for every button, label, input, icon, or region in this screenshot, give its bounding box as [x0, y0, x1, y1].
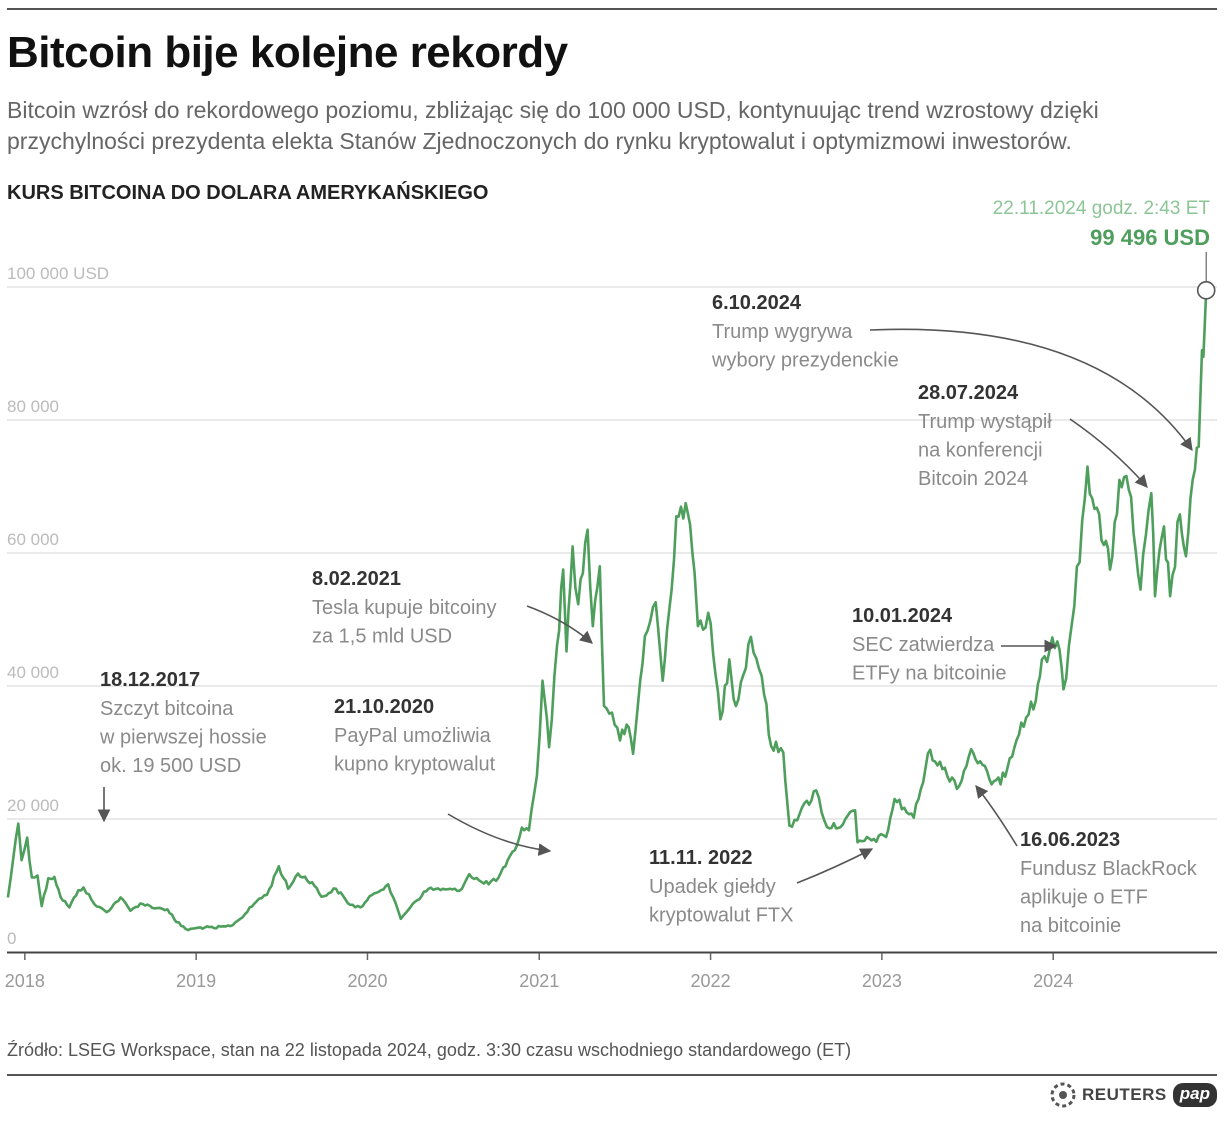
- annotation-text: Trump wygrywa: [712, 321, 853, 343]
- pap-logo: pap: [1172, 1083, 1217, 1107]
- x-tick-label: 2024: [1033, 971, 1073, 991]
- annotation-8022021: 8.02.2021 Tesla kupuje bitcoiny za 1,5 mld…: [312, 568, 497, 648]
- reuters-logo-icon: [1050, 1082, 1076, 1108]
- y-tick-label: 0: [7, 929, 16, 948]
- page-subtitle: Bitcoin wzrósł do rekordowego poziomu, z…: [7, 97, 1099, 154]
- annotation-11112022: 11.11. 2022 Upadek giełdy kryptowalut FTX: [649, 847, 793, 927]
- annotation-text: Fundusz BlackRock: [1020, 858, 1198, 880]
- annotation-text: na konferencji: [918, 440, 1043, 462]
- annotation-text: w pierwszej hossie: [99, 727, 267, 749]
- y-tick-label: 60 000: [7, 530, 59, 549]
- annotation-text: SEC zatwierdza: [852, 634, 995, 656]
- y-tick-label: 40 000: [7, 663, 59, 682]
- annotation-text: wybory prezydenckie: [711, 350, 899, 372]
- x-tick-label: 2018: [5, 971, 45, 991]
- latest-value-point: [1196, 281, 1216, 300]
- annotation-text: Szczyt bitcoina: [100, 698, 234, 720]
- x-tick-label: 2022: [691, 971, 731, 991]
- latest-value-label: 99 496 USD: [1090, 225, 1210, 250]
- reuters-wordmark: REUTERS: [1082, 1085, 1167, 1104]
- annotation-date: 28.07.2024: [918, 382, 1019, 404]
- annotation-text: za 1,5 mld USD: [312, 626, 452, 648]
- annotation-date: 16.06.2023: [1020, 829, 1120, 851]
- annotation-arrow: [526, 605, 593, 644]
- annotation-date: 21.10.2020: [334, 696, 434, 718]
- annotation-text: Tesla kupuje bitcoiny: [312, 597, 497, 619]
- annotation-text: kupno kryptowalut: [334, 754, 496, 776]
- annotation-28072024: 28.07.2024 Trump wystąpił na konferencji Bi…: [918, 382, 1052, 490]
- annotation-text: kryptowalut FTX: [649, 905, 793, 927]
- annotation-18122017: 18.12.2017 Szczyt bitcoina w pierwszej hos…: [99, 669, 267, 777]
- annotation-arrow: [447, 813, 552, 856]
- annotation-text: ok. 19 500 USD: [100, 755, 241, 777]
- y-tick-label: 100 000 USD: [7, 264, 109, 283]
- x-tick-label: 2021: [519, 971, 559, 991]
- annotation-text: PayPal umożliwia: [334, 725, 492, 747]
- annotation-date: 6.10.2024: [712, 292, 802, 314]
- annotation-date: 18.12.2017: [100, 669, 200, 691]
- annotation-arrow: [796, 848, 874, 884]
- annotation-text: Trump wystąpił: [918, 411, 1052, 433]
- y-tick-label: 20 000: [7, 796, 59, 815]
- bottom-rule: [7, 1074, 1217, 1076]
- annotation-6102024: 6.10.2024 Trump wygrywa wybory prezydencki…: [711, 292, 899, 372]
- annotation-text: Bitcoin 2024: [918, 468, 1028, 490]
- x-tick-label: 2019: [176, 971, 216, 991]
- source-note: Źródło: LSEG Workspace, stan na 22 listo…: [7, 1040, 852, 1060]
- bitcoin-price-chart: 0 20 000 40 000 60 000 80 000 100 000 USD 2018…: [5, 198, 1217, 991]
- brand-logos: REUTERS pap: [1050, 1082, 1217, 1108]
- top-rule: [7, 8, 1217, 10]
- price-line-series: [6, 290, 1208, 932]
- x-tick-label: 2020: [347, 971, 387, 991]
- annotation-arrow: [869, 328, 1193, 452]
- x-tick-label: 2023: [862, 971, 902, 991]
- annotation-arrow: [1069, 418, 1148, 488]
- y-tick-label: 80 000: [7, 397, 59, 416]
- annotation-10012024: 10.01.2024 SEC zatwierdza ETFy na bitcoini…: [852, 605, 1007, 685]
- annotation-date: 10.01.2024: [852, 605, 953, 627]
- chart-title: KURS BITCOINA DO DOLARA AMERYKAŃSKIEGO: [7, 182, 489, 204]
- annotation-text: na bitcoinie: [1020, 915, 1121, 937]
- annotation-date: 11.11. 2022: [649, 847, 752, 869]
- annotation-21102020: 21.10.2020 PayPal umożliwia kupno kryptowa…: [334, 696, 496, 776]
- annotation-arrow: [975, 784, 1018, 847]
- annotation-text: ETFy na bitcoinie: [852, 663, 1007, 685]
- page-title: Bitcoin bije kolejne rekordy: [7, 28, 568, 77]
- annotation-text: Upadek giełdy: [649, 876, 776, 898]
- latest-value-date-label: 22.11.2024 godz. 2:43 ET: [993, 198, 1211, 219]
- annotation-date: 8.02.2021: [312, 568, 401, 590]
- annotation-16062023: 16.06.2023 Fundusz BlackRock aplikuje o ET…: [1020, 829, 1198, 937]
- annotation-text: aplikuje o ETF: [1020, 887, 1148, 909]
